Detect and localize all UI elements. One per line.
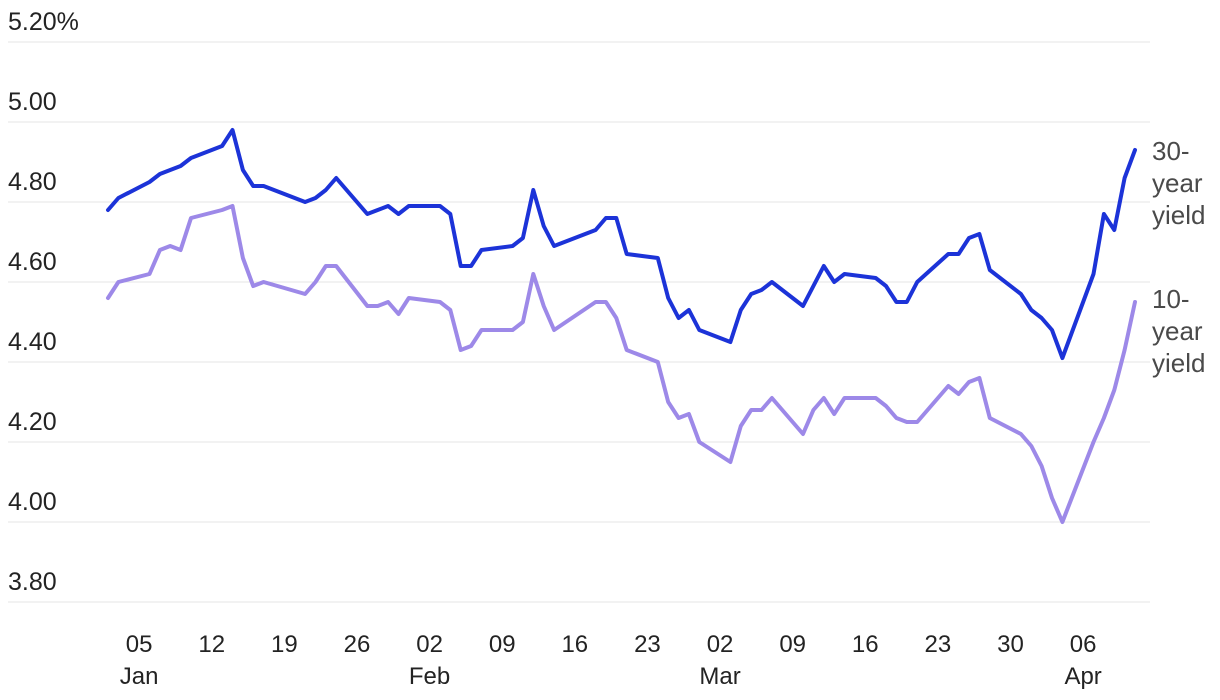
x-axis-day-label: 23	[634, 631, 661, 658]
y-axis-label: 3.80	[8, 568, 57, 596]
x-axis-day-label: 30	[997, 631, 1024, 658]
x-axis-day-label: 09	[489, 631, 516, 658]
series-label-30-year-yield: yield	[1152, 200, 1205, 230]
series-label-30-year-yield: year	[1152, 168, 1203, 198]
series-label-10-year-yield: yield	[1152, 348, 1205, 378]
x-axis-month-label: Apr	[1064, 663, 1101, 690]
y-axis-label: 4.20	[8, 408, 57, 436]
x-axis-day-label: 02	[416, 631, 443, 658]
x-axis-day-label: 26	[344, 631, 371, 658]
x-axis-day-label: 02	[707, 631, 734, 658]
y-axis-label: 4.80	[8, 168, 57, 196]
series-label-10-year-yield: 10-	[1152, 284, 1190, 314]
x-axis-day-label: 06	[1070, 631, 1097, 658]
x-axis-day-label: 09	[779, 631, 806, 658]
x-axis-day-label: 19	[271, 631, 298, 658]
x-axis-day-label: 12	[198, 631, 225, 658]
x-axis-month-label: Feb	[409, 663, 450, 690]
y-axis-label: 5.20%	[8, 8, 79, 36]
series-label-10-year-yield: year	[1152, 316, 1203, 346]
series-label-30-year-yield: 30-	[1152, 136, 1190, 166]
x-axis-month-label: Mar	[699, 663, 740, 690]
series-line-30-year-yield	[106, 128, 1137, 360]
x-axis-day-label: 23	[925, 631, 952, 658]
x-axis-day-label: 05	[126, 631, 153, 658]
y-axis-label: 4.60	[8, 248, 57, 276]
x-axis-day-label: 16	[561, 631, 588, 658]
x-axis-month-label: Jan	[120, 663, 159, 690]
y-axis-label: 4.00	[8, 488, 57, 516]
x-axis-day-label: 16	[852, 631, 879, 658]
y-axis-label: 5.00	[8, 88, 57, 116]
series-line-10-year-yield	[106, 204, 1137, 524]
y-axis-label: 4.40	[8, 328, 57, 356]
